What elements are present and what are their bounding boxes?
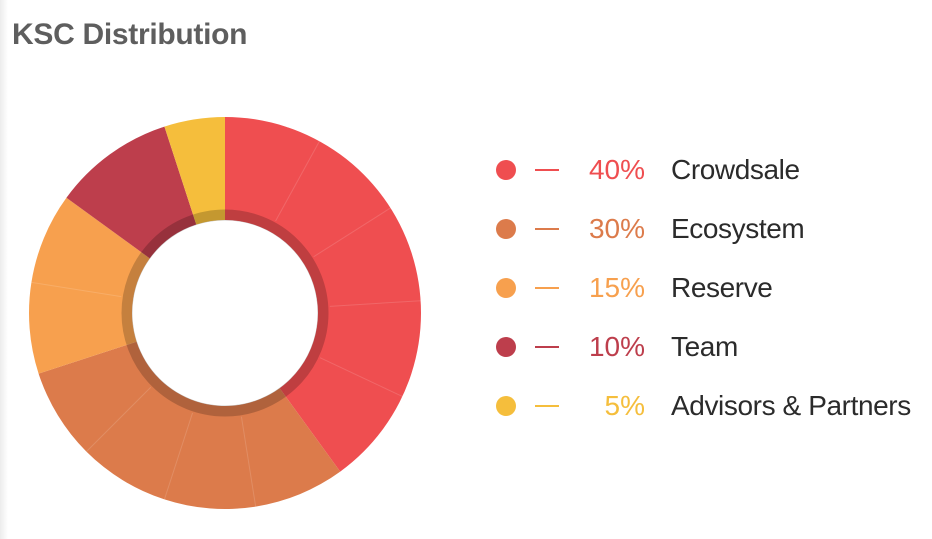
legend-item-advisors-and-partners: 5% Advisors & Partners (496, 376, 926, 435)
legend-percent: 30% (588, 212, 645, 244)
legend-dot-icon (496, 277, 516, 298)
legend-dash (535, 227, 559, 230)
legend-percent: 40% (588, 153, 645, 185)
chart-legend: 40% Crowdsale 30% Ecosystem 15% Reserve 10% Tea… (496, 140, 926, 435)
slice-facet-line (86, 386, 152, 452)
chart-title: KSC Distribution (12, 18, 248, 51)
slice-facet-line (31, 281, 122, 298)
legend-percent: 15% (588, 271, 645, 303)
donut-chart (28, 117, 421, 509)
slice-facet-line (163, 412, 194, 500)
pie-slice-advisors-and-partners (164, 117, 225, 225)
legend-label: Ecosystem (671, 212, 805, 244)
legend-dash (535, 345, 559, 348)
legend-item-team: 10% Team (496, 317, 926, 376)
left-edge-shade (0, 0, 8, 539)
pie-slice-team (66, 126, 197, 259)
legend-label: Crowdsale (671, 153, 800, 185)
slice-facet-line (329, 300, 421, 307)
legend-dot-icon (496, 336, 516, 357)
legend-percent: 10% (588, 330, 645, 362)
legend-label: Reserve (671, 271, 773, 303)
legend-item-reserve: 15% Reserve (496, 258, 926, 317)
slice-facet-line (240, 416, 257, 507)
legend-label: Advisors & Partners (671, 389, 911, 421)
pie-slice-reserve (28, 197, 150, 374)
legend-item-ecosystem: 30% Ecosystem (496, 199, 926, 258)
slice-facet-line (313, 207, 391, 258)
donut-inner-band (121, 209, 329, 417)
pie-slice-ecosystem (38, 341, 341, 509)
donut-hole (132, 220, 318, 406)
pie-slice-crowdsale (225, 117, 421, 472)
legend-item-crowdsale: 40% Crowdsale (496, 140, 926, 199)
legend-percent: 5% (604, 389, 645, 421)
legend-dash (535, 168, 559, 171)
legend-dot-icon (496, 218, 516, 239)
legend-dot-icon (496, 395, 516, 416)
slice-facet-line (319, 357, 403, 397)
legend-dot-icon (496, 159, 516, 180)
slice-facet-line (275, 141, 320, 222)
legend-dash (535, 404, 559, 407)
legend-dash (535, 286, 559, 289)
legend-label: Team (671, 330, 738, 362)
